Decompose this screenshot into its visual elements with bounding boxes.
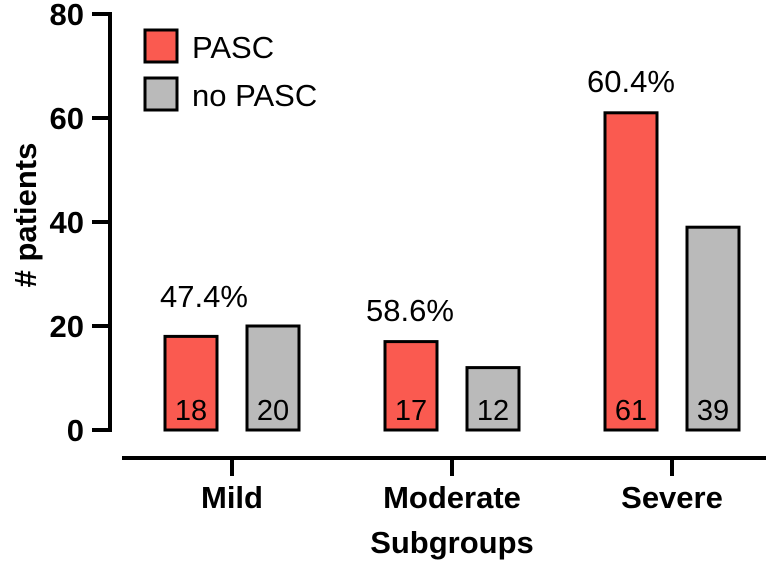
legend: PASC no PASC [143,28,317,113]
y-tick-label: 40 [50,205,84,240]
percentage-label: 47.4% [160,279,248,314]
y-axis-title: # patients [8,143,43,288]
y-tick-label: 60 [50,101,84,136]
x-tick-label: Mild [201,480,263,515]
bar-value-label: 17 [395,395,427,427]
bar-pasc-severe [603,111,659,432]
percentage-label: 60.4% [587,64,675,99]
bar-no-pasc-mild [245,324,301,432]
bar-pasc-moderate [383,340,439,432]
y-tick-label: 20 [50,309,84,344]
y-tick-label: 80 [50,0,84,32]
legend-swatch [143,76,179,112]
legend-label: PASC [192,30,274,65]
percentage-label: 58.6% [366,293,454,328]
bar-value-label: 61 [615,395,647,427]
legend-label: no PASC [192,78,317,113]
x-tick-label: Severe [621,480,723,515]
x-axis: Mild Moderate Severe [122,456,766,515]
percentage-annotations: 47.4% 58.6% 60.4% [160,64,675,328]
bar-no-pasc-severe [685,225,741,432]
bar-value-label: 20 [257,395,289,427]
y-axis: 0 20 40 60 80 [50,0,112,448]
x-axis-title: Subgroups [370,525,534,560]
bar-value-label: 18 [175,395,207,427]
bars: 18 17 61 20 12 39 [163,111,741,432]
bar-value-label: 12 [477,395,509,427]
bar-pasc-mild [163,334,219,432]
legend-swatch [143,28,179,64]
bar-value-label: 39 [697,395,729,427]
x-tick-label: Moderate [383,480,521,515]
y-tick-label: 0 [67,413,84,448]
bar-no-pasc-moderate [465,366,521,432]
